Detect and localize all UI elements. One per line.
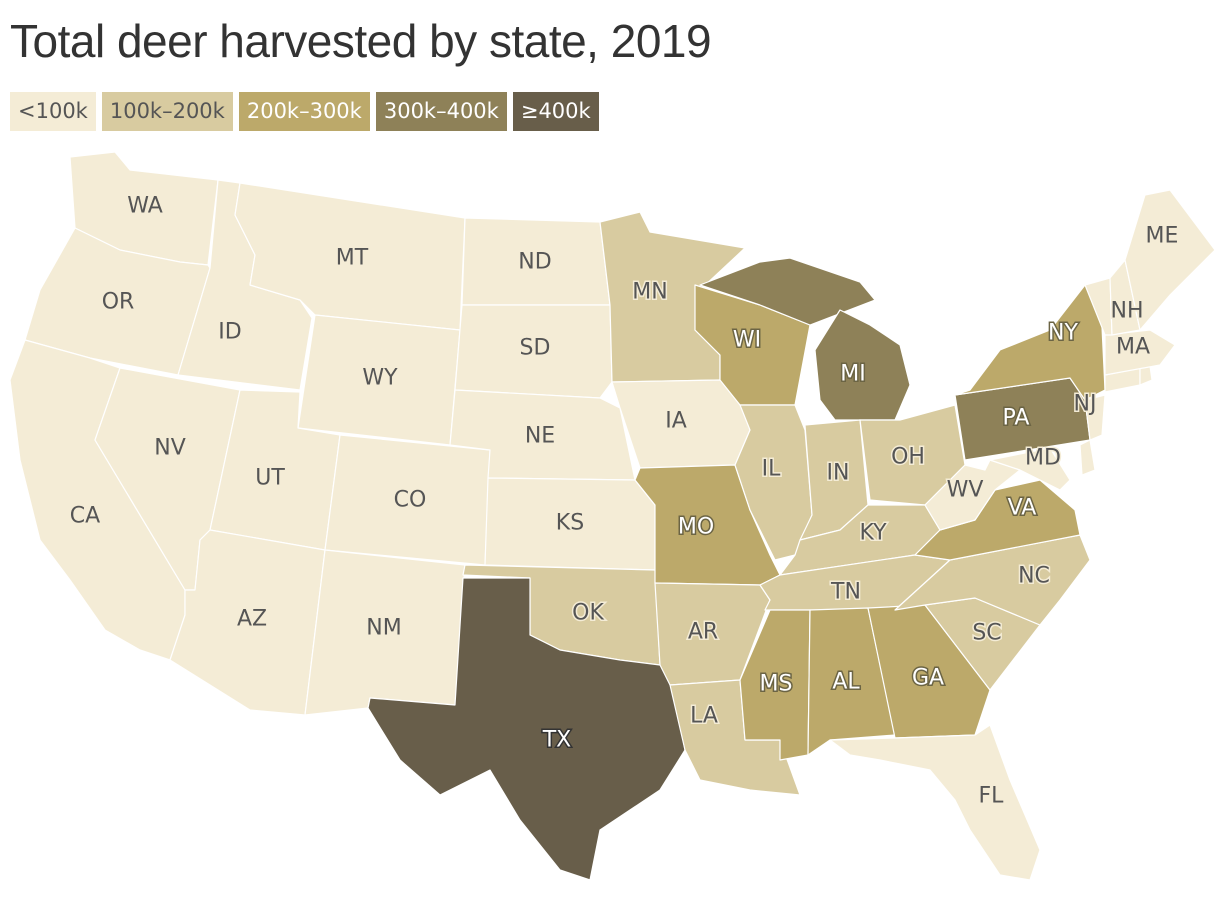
- state-tx: [367, 577, 686, 881]
- label-nh: NH: [1111, 299, 1144, 324]
- label-mn: MN: [632, 280, 667, 305]
- legend-item-under-100k: <100k: [10, 92, 96, 131]
- label-nv: NV: [154, 436, 186, 461]
- state-ma: [1104, 329, 1176, 376]
- legend-item-300k-400k: 300k–400k: [375, 92, 507, 131]
- label-ok: OK: [572, 601, 604, 626]
- label-id: ID: [218, 320, 241, 345]
- label-ms: MS: [760, 672, 793, 697]
- label-al: AL: [832, 670, 860, 695]
- state-de: [1079, 439, 1096, 476]
- legend-item-200k-300k: 200k–300k: [238, 92, 370, 131]
- label-co: CO: [394, 488, 427, 513]
- state-fl: [829, 724, 1041, 881]
- label-nm: NM: [366, 616, 401, 641]
- label-nc: NC: [1018, 564, 1050, 589]
- label-ca: CA: [70, 504, 100, 529]
- label-or: OR: [102, 290, 135, 315]
- state-ny: [954, 284, 1106, 401]
- state-md: [989, 447, 1071, 491]
- state-il: [734, 404, 813, 561]
- us-map: WA OR CA ID NV MT WY UT AZ CO NM ND SD N…: [9, 151, 1216, 881]
- label-ut: UT: [255, 466, 285, 491]
- label-pa: PA: [1003, 406, 1030, 431]
- label-tn: TN: [830, 580, 861, 605]
- label-tx: TX: [542, 728, 572, 753]
- label-ga: GA: [912, 666, 944, 691]
- label-ny: NY: [1048, 321, 1078, 346]
- label-va: VA: [1008, 496, 1037, 521]
- label-wa: WA: [127, 194, 163, 219]
- state-labels: WA OR CA ID NV MT WY UT AZ CO NM ND SD N…: [68, 192, 1180, 810]
- label-in: IN: [827, 461, 850, 486]
- label-fl: FL: [979, 784, 1005, 809]
- legend-item-over-400k: ≥400k: [512, 92, 599, 131]
- label-ma: MA: [1116, 335, 1150, 360]
- label-mi: MI: [840, 362, 865, 387]
- label-az: AZ: [237, 607, 267, 632]
- state-sd: [454, 304, 613, 399]
- state-mi-up: [699, 257, 876, 326]
- label-il: IL: [762, 457, 781, 482]
- label-nd: ND: [518, 250, 551, 275]
- label-oh: OH: [891, 445, 925, 470]
- label-ks: KS: [556, 511, 584, 536]
- label-me: ME: [1146, 224, 1179, 249]
- label-wv: WV: [947, 478, 984, 503]
- label-la: LA: [690, 704, 718, 729]
- legend: <100k 100k–200k 200k–300k 300k–400k ≥400…: [10, 92, 599, 131]
- label-wi: WI: [733, 328, 761, 353]
- label-nj: NJ: [1074, 392, 1097, 417]
- state-me: [1124, 189, 1216, 331]
- state-nj: [1084, 394, 1106, 441]
- label-ia: IA: [665, 409, 687, 434]
- legend-item-100k-200k: 100k–200k: [101, 92, 233, 131]
- label-ky: KY: [859, 521, 887, 546]
- label-ne: NE: [525, 424, 555, 449]
- label-sc: SC: [972, 621, 1001, 646]
- chart-title: Total deer harvested by state, 2019: [10, 15, 712, 67]
- label-ar: AR: [688, 620, 718, 645]
- label-mo: MO: [678, 515, 714, 540]
- state-al: [807, 607, 896, 756]
- label-wy: WY: [362, 366, 398, 391]
- label-md: MD: [1025, 446, 1061, 471]
- label-mt: MT: [336, 246, 369, 271]
- label-sd: SD: [520, 336, 551, 361]
